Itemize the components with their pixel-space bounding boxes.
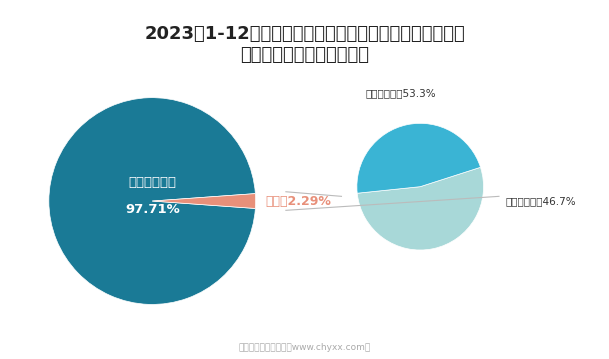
Text: 其他企业类型53.3%: 其他企业类型53.3%: [365, 88, 436, 98]
Text: 全国其他省份: 全国其他省份: [128, 176, 176, 189]
Text: 97.71%: 97.71%: [125, 203, 180, 216]
Wedge shape: [357, 123, 481, 193]
Text: 2023年1-12月四川省进出口总额占全国比重及外商投资企
业占进出口总额比重统计图: 2023年1-12月四川省进出口总额占全国比重及外商投资企 业占进出口总额比重统…: [144, 25, 465, 64]
Wedge shape: [357, 167, 484, 250]
Wedge shape: [49, 98, 255, 304]
Text: 外商投资企业46.7%: 外商投资企业46.7%: [505, 196, 576, 206]
Text: 制图：智研咨询整理（www.chyxx.com）: 制图：智研咨询整理（www.chyxx.com）: [238, 343, 371, 352]
Wedge shape: [152, 194, 256, 209]
Text: 四川省2.29%: 四川省2.29%: [266, 195, 331, 208]
